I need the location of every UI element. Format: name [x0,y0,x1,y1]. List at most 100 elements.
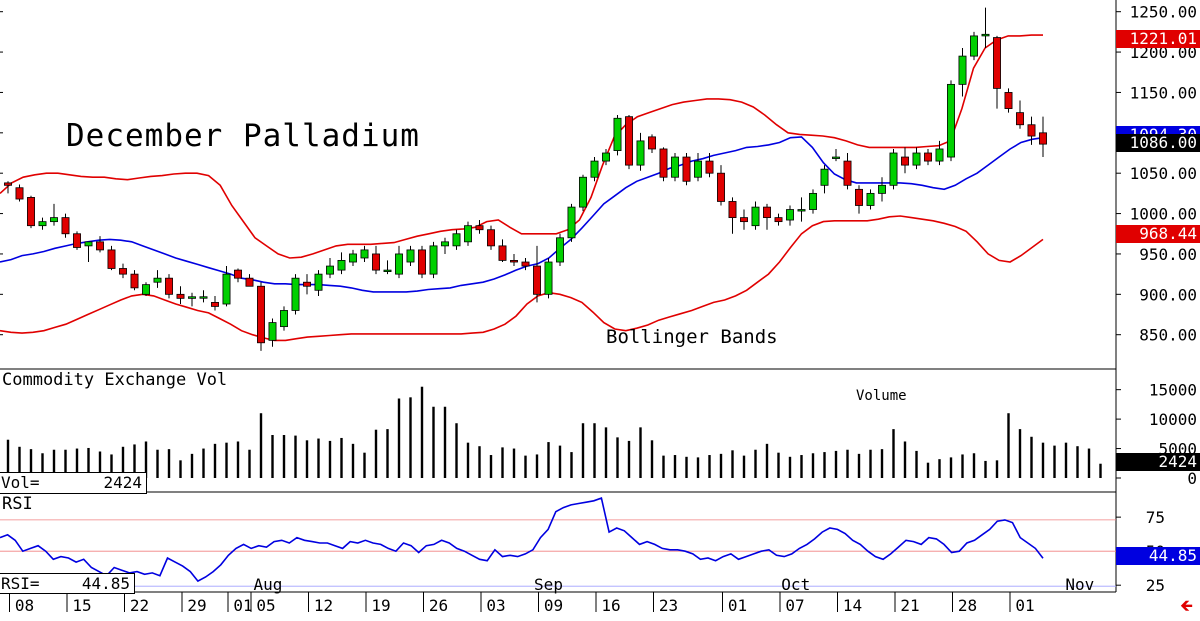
date-tick-label: 05 [256,596,275,615]
candle [73,231,81,250]
candle [544,257,553,299]
volume-bar [87,447,90,478]
candle [694,153,702,182]
volume-bar [6,439,10,478]
volume-bar [754,449,757,478]
candle-body [107,249,116,269]
volume-bar [765,443,769,478]
candle-body [579,176,587,208]
candle-body [602,152,610,162]
candle-body [533,265,541,295]
candle-body [475,225,484,231]
volume-bar [892,429,895,478]
rsi-reference-lines [0,519,1116,587]
volume-bar [708,455,711,478]
candle [1004,88,1013,113]
volume-bar [972,453,976,478]
candle-body [188,296,196,299]
candle-body [590,160,599,178]
month-label: Oct [781,575,810,594]
date-tick-label: 09 [544,596,563,615]
candle-body [15,187,24,200]
lower-band-tag: 968.44 [1116,225,1200,243]
candle-body [671,156,679,178]
volume-bar [949,457,953,478]
volume-bar [466,442,470,478]
volume-bar [662,455,665,478]
candle [820,165,829,194]
volume-bar [742,455,746,478]
candle-body [130,273,139,289]
date-tick-label: 14 [843,596,862,615]
candle [740,209,748,230]
candle-body [441,241,449,247]
middle-band-tag: 1094.30 [1116,126,1200,135]
candle [993,35,1001,109]
candle [176,286,185,305]
candle [1027,116,1036,145]
candle-body [73,233,81,248]
candle [958,48,967,97]
price-tick-label: 850.00 [1139,326,1197,345]
lower-band-line [0,215,1044,342]
volume-bar [179,460,182,478]
candle-body [682,156,691,182]
candle [705,153,714,178]
volume-bar [294,435,297,478]
candle-body [878,184,886,194]
volume-bar [673,455,677,478]
volume-bar [156,449,159,478]
candle-body [395,253,403,275]
price-tick-label: 1050.00 [1130,164,1197,183]
date-axis: 08 15 22 29 01 05 12 19 26 03 09 16 23 01 07 14 21 28 01Au… [9,575,1094,615]
volume-bar [777,452,780,478]
volume-bar [340,437,343,478]
candle [671,153,679,182]
volume-bar [432,406,435,478]
candle-body [786,209,794,221]
candle-body [257,285,265,344]
candle [4,181,12,194]
candle [199,290,208,303]
candle [429,241,438,279]
candle [602,148,610,166]
scroll-left-arrow-icon[interactable]: 🡸 [1180,596,1193,615]
candle-body [452,233,461,247]
volume-bar [869,449,872,478]
candle [970,31,978,61]
candle-body [211,301,219,307]
candle-body [970,35,978,57]
candle-body [27,197,35,227]
candle [510,253,518,267]
candle [613,115,622,156]
volume-bar [823,452,826,478]
candle-body [245,277,254,287]
candle-body [567,206,576,239]
volume-bar [961,454,964,478]
volume-bar [271,435,274,478]
upper-band-line [0,34,1043,259]
volume-bar [995,460,999,478]
price-tick-label: 1250.00 [1130,3,1197,22]
volume-bar [455,423,458,478]
candle [786,205,794,226]
candle [843,153,852,190]
volume-bar [788,456,792,478]
volume-bar [29,449,33,478]
candle-body [855,188,863,206]
candle [27,195,35,229]
candle-body [61,217,70,235]
candle [567,203,576,242]
candle-body [429,245,438,275]
candle-body [924,152,932,162]
candle-body [935,148,944,162]
volume-bar [98,451,102,478]
candle [153,270,162,288]
candle-body [222,273,231,305]
candle [636,132,645,171]
date-tick-label: 19 [371,596,390,615]
candle [395,245,403,279]
volume-bar [363,452,366,478]
volume-bar [593,423,596,478]
candle-body [1004,92,1013,109]
